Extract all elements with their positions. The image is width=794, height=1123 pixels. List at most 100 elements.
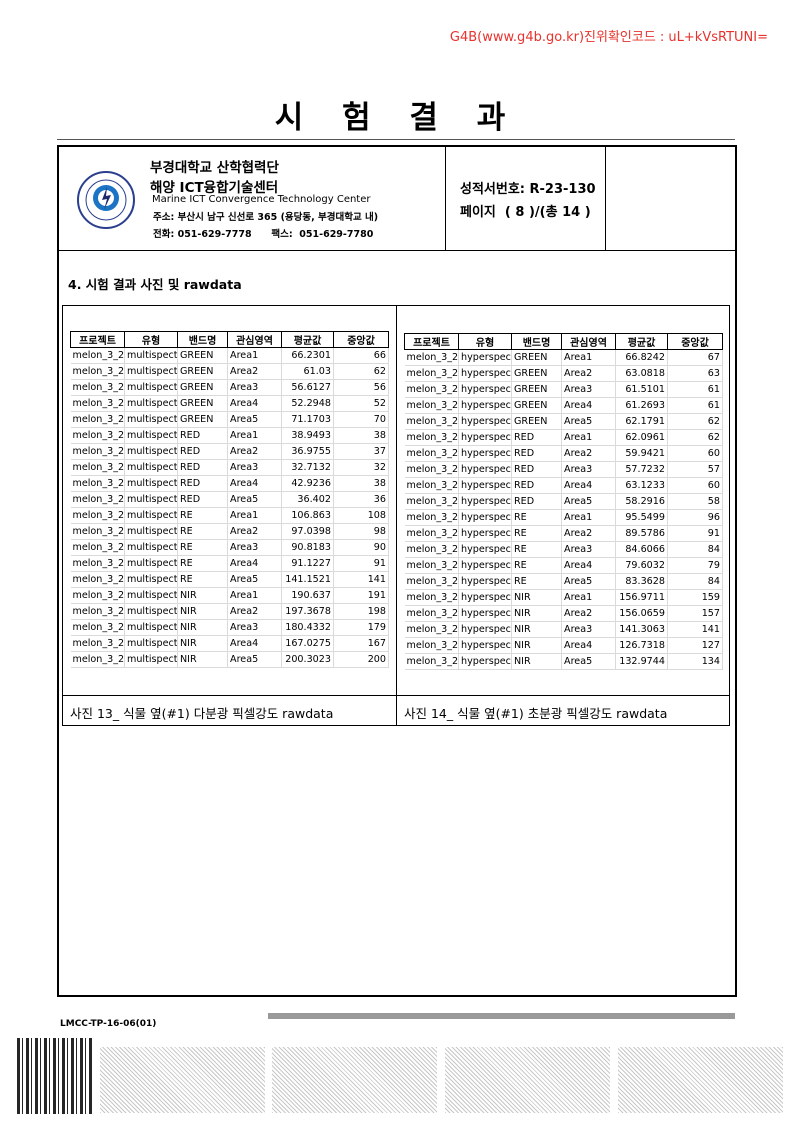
column-header: 유형 bbox=[459, 334, 512, 350]
table-cell: 56.6127 bbox=[282, 380, 334, 396]
table-cell: melon_3_2 bbox=[405, 558, 459, 574]
table-cell: hyperspec bbox=[459, 478, 512, 494]
table-cell: 91.1227 bbox=[282, 556, 334, 572]
table-cell: melon_3_2 bbox=[405, 622, 459, 638]
table-cell: multispect bbox=[125, 476, 178, 492]
table-cell: RE bbox=[178, 572, 228, 588]
table-cell: Area5 bbox=[228, 412, 282, 428]
table-row: melon_3_2multispectNIRArea2197.3678198 bbox=[71, 604, 389, 620]
table-cell: 67 bbox=[668, 350, 723, 366]
table-cell: hyperspec bbox=[459, 430, 512, 446]
table-cell: 38 bbox=[334, 476, 389, 492]
table-cell: multispect bbox=[125, 444, 178, 460]
table-cell: melon_3_2 bbox=[71, 412, 125, 428]
column-header: 유형 bbox=[125, 332, 178, 348]
table-cell: multispect bbox=[125, 396, 178, 412]
table-cell: multispect bbox=[125, 588, 178, 604]
table-row: melon_3_2hyperspecREArea289.578691 bbox=[405, 526, 723, 542]
table-cell: multispect bbox=[125, 572, 178, 588]
table-cell: 167.0275 bbox=[282, 636, 334, 652]
table-cell: melon_3_2 bbox=[405, 430, 459, 446]
table-cell: melon_3_2 bbox=[71, 620, 125, 636]
table-row: melon_3_2hyperspecNIRArea3141.3063141 bbox=[405, 622, 723, 638]
table-cell: melon_3_2 bbox=[71, 348, 125, 364]
table-cell: multispect bbox=[125, 636, 178, 652]
table-row: melon_3_2multispectREArea390.818390 bbox=[71, 540, 389, 556]
table-cell: Area2 bbox=[228, 364, 282, 380]
table-cell: 32 bbox=[334, 460, 389, 476]
table-cell: 156.0659 bbox=[616, 606, 668, 622]
section-title: 4. 시험 결과 사진 및 rawdata bbox=[68, 274, 242, 293]
table-cell: 127 bbox=[668, 638, 723, 654]
security-pattern bbox=[272, 1047, 437, 1113]
right-caption: 사진 14_ 식물 옆(#1) 초분광 픽셀강도 rawdata bbox=[404, 703, 667, 722]
table-cell: multispect bbox=[125, 364, 178, 380]
table-cell: 96 bbox=[668, 510, 723, 526]
column-header: 밴드명 bbox=[178, 332, 228, 348]
table-cell: 58.2916 bbox=[616, 494, 668, 510]
table-cell: 198 bbox=[334, 604, 389, 620]
table-cell: hyperspec bbox=[459, 622, 512, 638]
table-cell: 66.2301 bbox=[282, 348, 334, 364]
table-cell: Area3 bbox=[228, 620, 282, 636]
table-cell: Area5 bbox=[562, 654, 616, 670]
table-cell: 108 bbox=[334, 508, 389, 524]
table-cell: melon_3_2 bbox=[71, 428, 125, 444]
table-cell: RE bbox=[178, 508, 228, 524]
table-cell: hyperspec bbox=[459, 414, 512, 430]
table-cell: melon_3_2 bbox=[405, 414, 459, 430]
table-cell: 90 bbox=[334, 540, 389, 556]
table-cell: RED bbox=[512, 494, 562, 510]
table-cell: 59.9421 bbox=[616, 446, 668, 462]
table-cell: NIR bbox=[512, 654, 562, 670]
table-cell: RED bbox=[512, 462, 562, 478]
table-cell: multispect bbox=[125, 604, 178, 620]
table-cell: multispect bbox=[125, 428, 178, 444]
table-cell: 42.9236 bbox=[282, 476, 334, 492]
table-cell: 66 bbox=[334, 348, 389, 364]
table-row: melon_3_2multispectGREENArea452.294852 bbox=[71, 396, 389, 412]
table-cell: RED bbox=[512, 446, 562, 462]
table-cell: melon_3_2 bbox=[71, 572, 125, 588]
table-cell: melon_3_2 bbox=[71, 588, 125, 604]
divider bbox=[62, 695, 730, 696]
table-cell: RE bbox=[178, 524, 228, 540]
table-cell: GREEN bbox=[178, 348, 228, 364]
document-page: G4B(www.g4b.go.kr)진위확인코드 : uL+kVsRTUNI= … bbox=[0, 0, 794, 1123]
verification-code: G4B(www.g4b.go.kr)진위확인코드 : uL+kVsRTUNI= bbox=[450, 26, 768, 45]
divider bbox=[396, 305, 397, 725]
table-cell: Area3 bbox=[562, 622, 616, 638]
table-cell: multispect bbox=[125, 380, 178, 396]
security-pattern bbox=[445, 1047, 610, 1113]
table-cell: RE bbox=[512, 574, 562, 590]
table-cell: 79 bbox=[668, 558, 723, 574]
table-cell: 89.5786 bbox=[616, 526, 668, 542]
table-cell: Area1 bbox=[562, 350, 616, 366]
table-row: melon_3_2hyperspecNIRArea2156.0659157 bbox=[405, 606, 723, 622]
table-cell: Area5 bbox=[562, 574, 616, 590]
table-cell: Area5 bbox=[228, 572, 282, 588]
table-row: melon_3_2multispectREArea1106.863108 bbox=[71, 508, 389, 524]
qr-code[interactable] bbox=[17, 1038, 93, 1114]
table-cell: 36 bbox=[334, 492, 389, 508]
table-cell: Area5 bbox=[228, 492, 282, 508]
org-name: 부경대학교 산학협력단 bbox=[150, 156, 279, 176]
table-cell: RE bbox=[512, 558, 562, 574]
table-cell: NIR bbox=[178, 636, 228, 652]
table-cell: 62 bbox=[668, 414, 723, 430]
table-cell: 98 bbox=[334, 524, 389, 540]
table-cell: Area1 bbox=[562, 510, 616, 526]
table-row: melon_3_2hyperspecNIRArea1156.9711159 bbox=[405, 590, 723, 606]
table-cell: 61.2693 bbox=[616, 398, 668, 414]
table-cell: melon_3_2 bbox=[405, 638, 459, 654]
table-cell: RE bbox=[512, 542, 562, 558]
table-cell: 191 bbox=[334, 588, 389, 604]
table-row: melon_3_2hyperspecREDArea558.291658 bbox=[405, 494, 723, 510]
table-cell: 58 bbox=[668, 494, 723, 510]
table-cell: 180.4332 bbox=[282, 620, 334, 636]
table-row: melon_3_2hyperspecNIRArea4126.7318127 bbox=[405, 638, 723, 654]
table-cell: hyperspec bbox=[459, 606, 512, 622]
table-cell: 61 bbox=[668, 398, 723, 414]
table-cell: 156.9711 bbox=[616, 590, 668, 606]
table-cell: melon_3_2 bbox=[71, 652, 125, 668]
